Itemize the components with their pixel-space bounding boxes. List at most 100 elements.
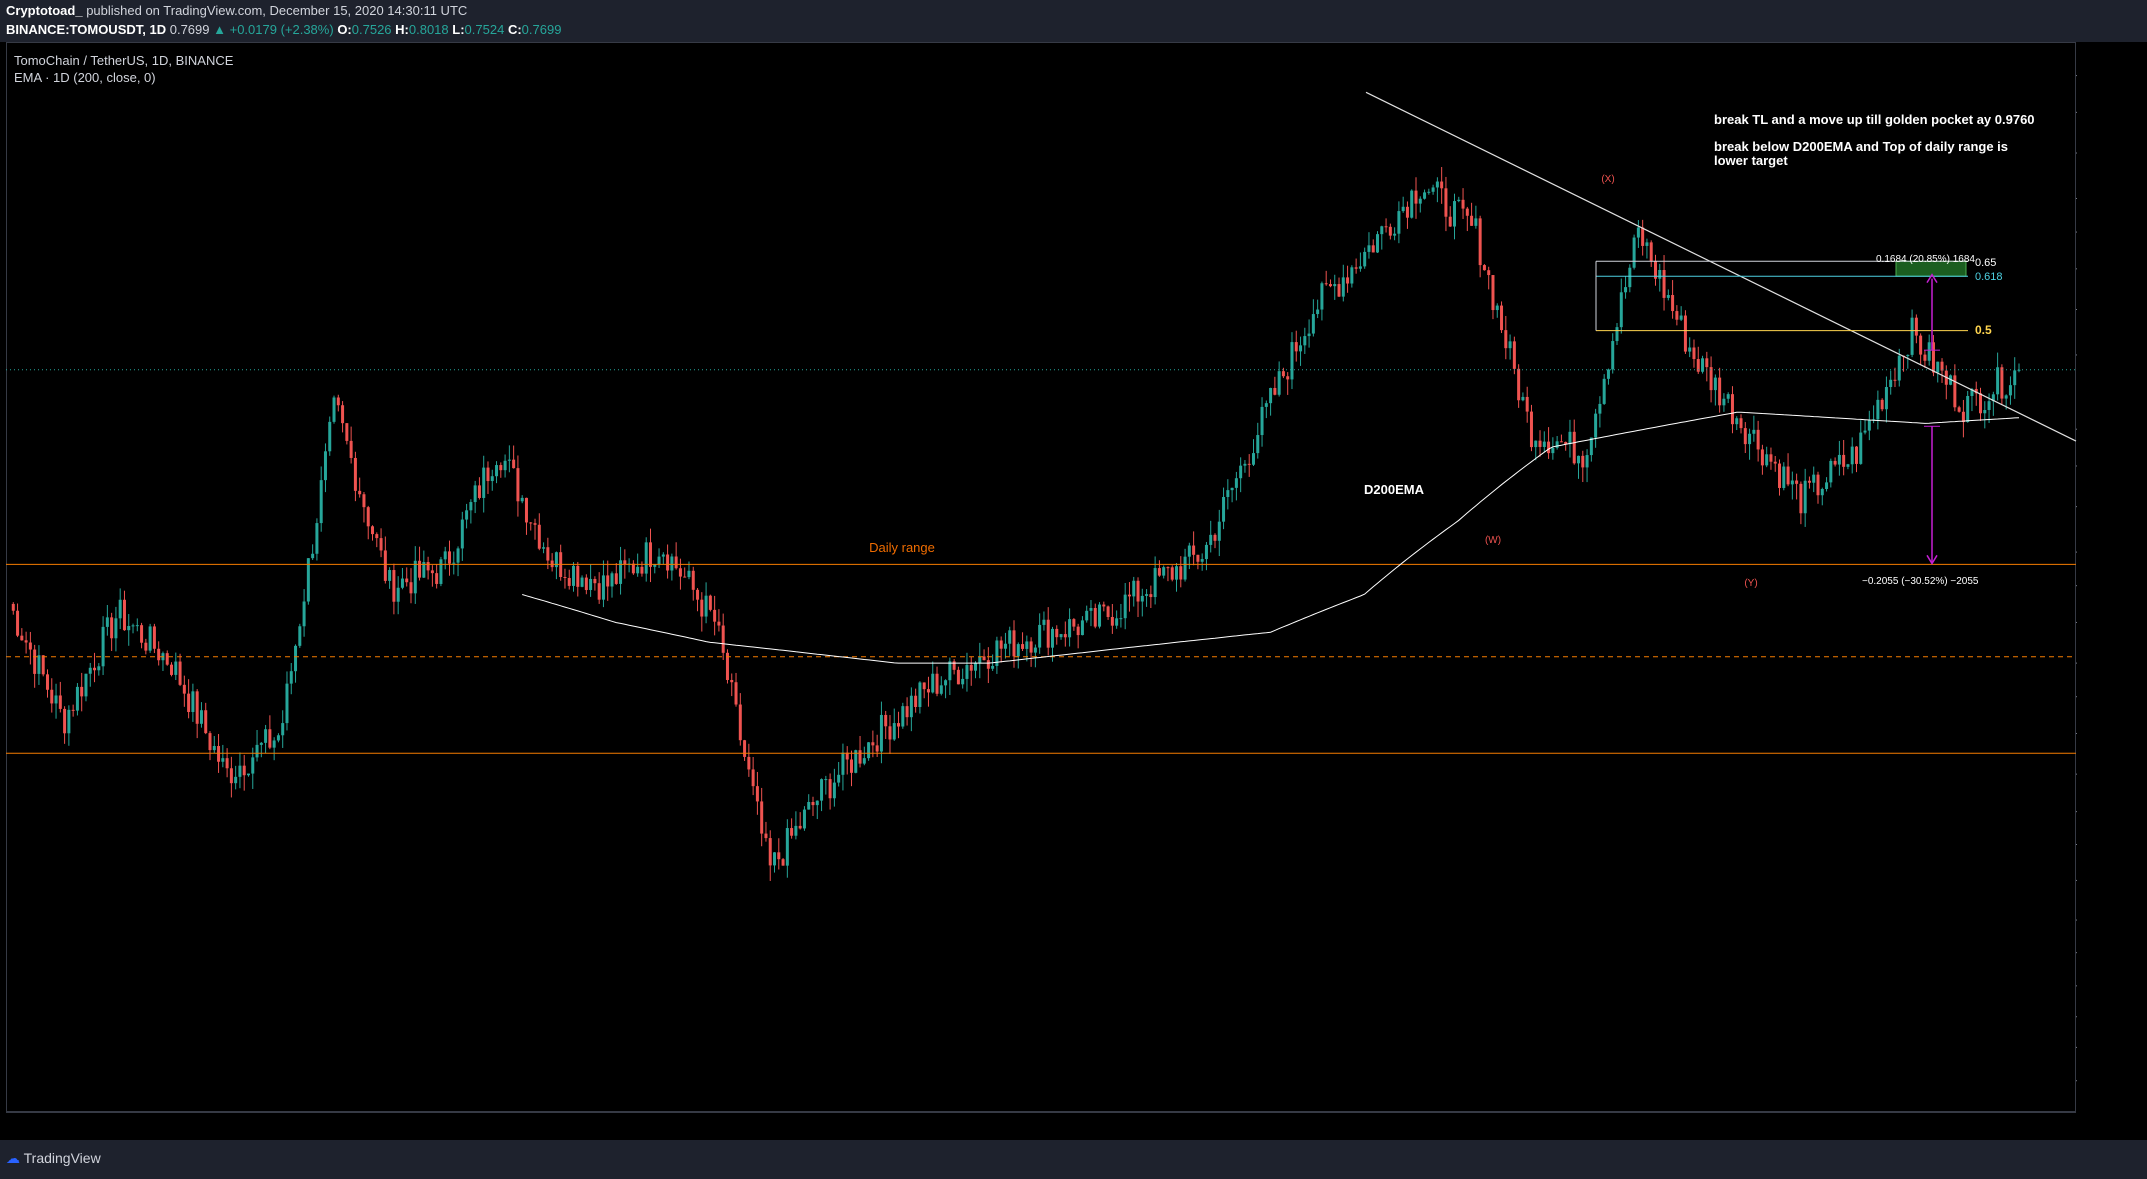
candle-body xyxy=(1825,482,1829,490)
chart-pane[interactable] xyxy=(6,42,2076,1112)
candle-body xyxy=(696,589,700,600)
candle-body xyxy=(238,765,242,777)
candle-body xyxy=(1568,431,1572,445)
candle-body xyxy=(1187,545,1191,557)
tradingview-logo[interactable]: ☁ TradingView xyxy=(6,1150,101,1167)
candle-body xyxy=(956,669,960,685)
candle-body xyxy=(606,575,610,587)
candle-body xyxy=(1290,342,1294,380)
candle-body xyxy=(1452,201,1456,227)
candle-body xyxy=(1303,336,1307,346)
candle-body xyxy=(1837,454,1841,465)
price-axis[interactable] xyxy=(2077,42,2147,1112)
time-axis[interactable] xyxy=(6,1112,2076,1141)
candle-body xyxy=(1786,466,1790,485)
author-name[interactable]: Cryptotoad_ xyxy=(6,3,83,18)
candle-body xyxy=(589,578,593,591)
label-layer: 1.65001.50001.35001.20001.10001.00000.90… xyxy=(48,53,2134,1137)
candle-body xyxy=(1778,463,1782,488)
candle-body xyxy=(670,556,674,571)
candle-body xyxy=(452,562,456,564)
candle-body xyxy=(1936,361,1940,373)
candle-body xyxy=(982,656,986,661)
candle-body xyxy=(1970,388,1974,396)
candle-body xyxy=(991,665,995,669)
candle-body xyxy=(1662,269,1666,298)
candle-body xyxy=(944,680,948,686)
candle-body xyxy=(1521,396,1525,401)
candle-body xyxy=(1564,441,1568,445)
candle-body xyxy=(379,538,383,551)
candle-body xyxy=(1414,190,1418,204)
candle-body xyxy=(24,640,28,643)
candle-body xyxy=(879,714,883,752)
candle-body xyxy=(1376,234,1380,253)
candle-body xyxy=(1491,275,1495,311)
candle-body xyxy=(1393,233,1397,236)
candle-body xyxy=(1136,580,1140,602)
candle-body xyxy=(1239,465,1243,479)
candle-body xyxy=(1683,315,1687,352)
candle-body xyxy=(93,667,97,671)
candle-body xyxy=(1743,428,1747,445)
candle-body xyxy=(909,695,913,718)
candle-body xyxy=(1204,544,1208,560)
candle-body xyxy=(1042,619,1046,625)
candle-body xyxy=(1807,480,1811,483)
candle-body xyxy=(901,706,905,727)
legend-indicator[interactable]: EMA · 1D (200, close, 0) xyxy=(14,70,156,85)
candle-body xyxy=(264,729,268,743)
candle-body xyxy=(255,744,259,758)
candle-body xyxy=(1183,556,1187,580)
candle-body xyxy=(1371,245,1375,253)
candle-body xyxy=(597,583,601,600)
candle-body xyxy=(157,648,161,661)
candle-body xyxy=(849,759,853,773)
candle-body xyxy=(828,779,832,799)
candle-body xyxy=(182,684,186,694)
candle-body xyxy=(875,745,879,752)
candle-body xyxy=(1294,342,1298,352)
candle-body xyxy=(1773,461,1777,464)
candle-body xyxy=(191,691,195,713)
candle-body xyxy=(165,653,169,665)
candle-body xyxy=(217,746,221,762)
candle-body xyxy=(1534,440,1538,448)
footer-bar: ☁ TradingView xyxy=(0,1140,2147,1179)
candle-body xyxy=(790,828,794,836)
candle-body xyxy=(922,682,926,690)
candle-body xyxy=(760,801,764,834)
candle-body xyxy=(118,599,122,619)
candle-body xyxy=(1854,446,1858,464)
candle-body xyxy=(341,405,345,424)
candle-body xyxy=(1688,347,1692,352)
candle-body xyxy=(435,573,439,584)
candle-body xyxy=(20,635,24,641)
candle-body xyxy=(717,621,721,626)
candle-body xyxy=(601,575,605,600)
candle-body xyxy=(1465,208,1469,216)
chart-legend[interactable]: TomoChain / TetherUS, 1D, BINANCE EMA · … xyxy=(14,52,233,86)
candle-body xyxy=(1572,431,1576,464)
candle-body xyxy=(1046,619,1050,648)
candle-body xyxy=(512,459,516,469)
measure-up-head xyxy=(1926,273,1938,283)
candle-body xyxy=(1987,401,1991,410)
note-golden-pocket: break TL and a move up till golden pocke… xyxy=(1714,112,2035,127)
candle-body xyxy=(1940,361,1944,371)
candle-body xyxy=(1166,567,1170,569)
candle-body xyxy=(755,786,759,802)
candle-body xyxy=(1606,369,1610,379)
candle-body xyxy=(41,655,45,675)
candle-body xyxy=(315,523,319,554)
close-label: C: xyxy=(507,22,522,37)
candle-body xyxy=(2004,395,2008,399)
candle-body xyxy=(336,397,340,406)
candle-body xyxy=(884,714,888,727)
candle-body xyxy=(871,742,875,746)
candle-body xyxy=(1341,277,1345,297)
candle-body xyxy=(1140,595,1144,602)
candle-body xyxy=(1132,580,1136,597)
candle-body xyxy=(1367,245,1371,252)
